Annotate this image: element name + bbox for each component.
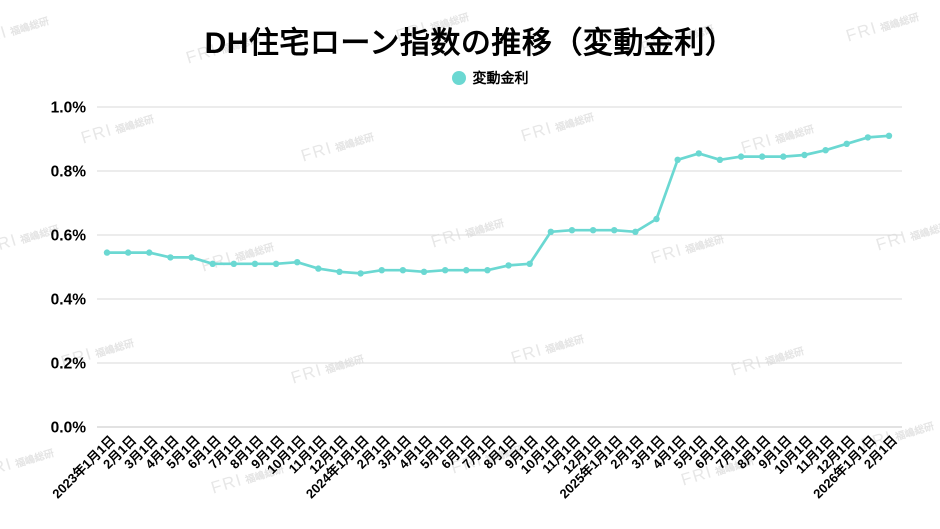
data-point bbox=[463, 267, 470, 274]
data-point bbox=[526, 260, 533, 267]
y-tick-label: 0.8% bbox=[51, 164, 87, 181]
data-point bbox=[822, 147, 829, 154]
y-tick-label: 0.0% bbox=[51, 420, 87, 437]
data-point bbox=[357, 270, 364, 277]
legend-label: 変動金利 bbox=[472, 70, 529, 86]
y-tick-label: 1.0% bbox=[51, 100, 87, 117]
data-point bbox=[124, 249, 132, 256]
data-point bbox=[801, 151, 808, 159]
data-point bbox=[653, 215, 660, 223]
data-point bbox=[420, 268, 428, 275]
data-point bbox=[272, 260, 280, 267]
series-line bbox=[105, 134, 891, 275]
data-point bbox=[780, 153, 787, 160]
data-point bbox=[378, 267, 385, 274]
data-point bbox=[315, 265, 322, 272]
data-point bbox=[209, 260, 216, 267]
data-point bbox=[758, 153, 766, 160]
data-point bbox=[547, 228, 555, 235]
data-point bbox=[716, 156, 724, 163]
legend: 変動金利 bbox=[20, 68, 940, 88]
data-point bbox=[336, 268, 343, 275]
data-point bbox=[737, 153, 745, 160]
data-point bbox=[864, 134, 872, 141]
data-point bbox=[843, 140, 850, 147]
data-point bbox=[505, 262, 512, 269]
data-point bbox=[589, 227, 597, 234]
data-point bbox=[167, 254, 174, 261]
data-point bbox=[885, 132, 893, 139]
data-point bbox=[441, 267, 449, 274]
y-tick-label: 0.4% bbox=[51, 292, 87, 309]
data-point bbox=[146, 249, 153, 256]
legend-marker-icon bbox=[451, 71, 466, 85]
data-point bbox=[484, 267, 491, 274]
data-point bbox=[230, 260, 238, 267]
data-point bbox=[611, 227, 618, 234]
data-point bbox=[103, 249, 111, 256]
y-tick-label: 0.6% bbox=[51, 228, 87, 245]
y-tick-label: 0.2% bbox=[51, 356, 87, 373]
data-point bbox=[568, 227, 576, 234]
data-point bbox=[674, 156, 681, 163]
chart-title: DH住宅ローン指数の推移（変動金利） bbox=[204, 27, 736, 60]
data-point bbox=[188, 254, 195, 261]
data-point bbox=[251, 260, 259, 267]
data-point bbox=[294, 259, 301, 266]
data-point bbox=[695, 150, 702, 157]
data-point bbox=[399, 267, 407, 274]
data-point bbox=[632, 228, 639, 235]
